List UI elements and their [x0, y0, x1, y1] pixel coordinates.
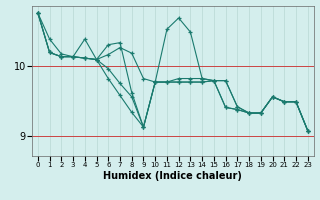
X-axis label: Humidex (Indice chaleur): Humidex (Indice chaleur): [103, 171, 242, 181]
